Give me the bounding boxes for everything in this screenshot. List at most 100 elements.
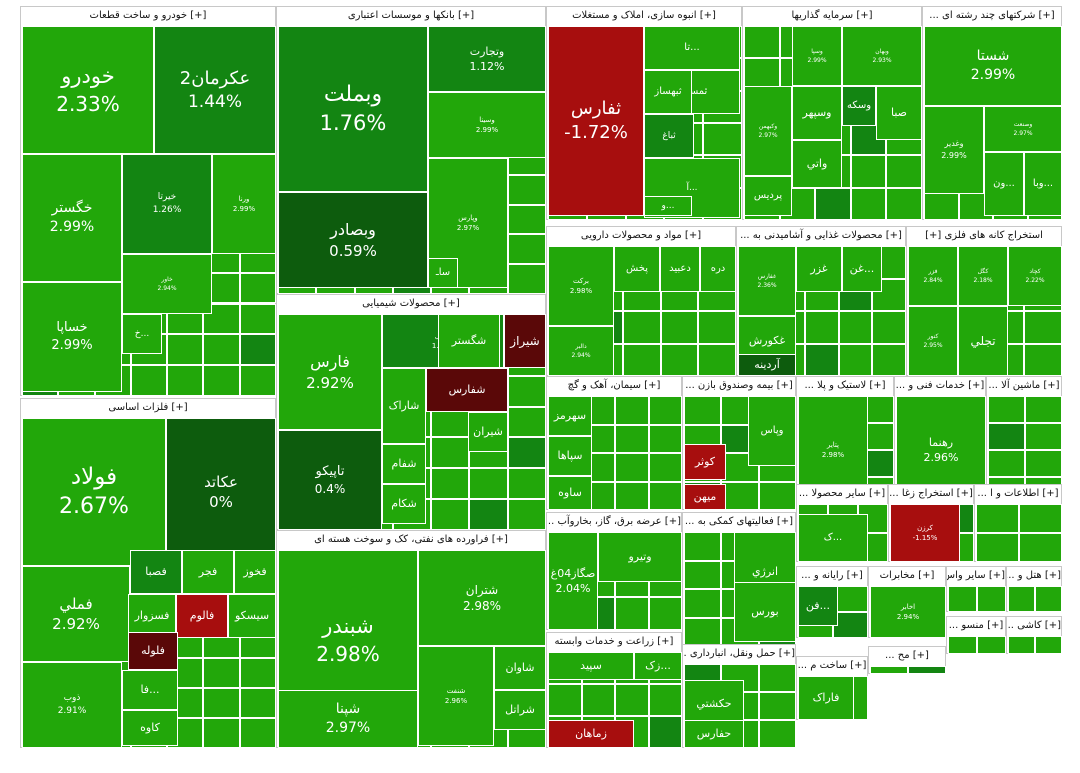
stock-tile[interactable]: وسینا 2.99% <box>428 92 546 158</box>
minor-stock-cell[interactable] <box>203 658 240 688</box>
stock-tile[interactable]: دره <box>700 246 736 292</box>
stock-tile[interactable]: کچاد 2.22% <box>1008 246 1062 306</box>
sector-16[interactable]: [+] عرضه برق، گاز، بخاروآب ... وتیرو صگاز0… <box>546 512 682 630</box>
stock-tile[interactable]: تجلي <box>958 306 1008 376</box>
minor-stock-cell[interactable] <box>239 334 276 366</box>
minor-stock-cell[interactable] <box>698 311 736 344</box>
stock-tile[interactable]: صبا <box>876 86 922 140</box>
minor-stock-cell[interactable] <box>507 174 546 205</box>
sector-title[interactable]: [+] لاستیک و پلا ... <box>797 377 893 395</box>
sector-title[interactable]: [+] ساخت م ... <box>797 657 867 675</box>
minor-stock-cell[interactable] <box>850 155 887 188</box>
minor-stock-cell[interactable] <box>1008 586 1035 612</box>
stock-tile[interactable]: خگستر 2.99% <box>22 154 122 282</box>
sector-12[interactable]: [+] بیمه وصندوق بازن ... وپاس کوثر میهن <box>682 376 796 510</box>
minor-stock-cell[interactable] <box>130 365 168 396</box>
minor-stock-cell[interactable] <box>1025 450 1062 477</box>
stock-tile[interactable]: شیران <box>468 412 508 452</box>
stock-tile[interactable]: شستا 2.99% <box>924 26 1062 106</box>
stock-tile[interactable]: ذوب 2.91% <box>22 662 122 748</box>
minor-stock-cell[interactable] <box>988 396 1025 423</box>
stock-tile[interactable]: ساوه <box>548 476 592 510</box>
minor-stock-cell[interactable] <box>660 311 699 344</box>
minor-stock-cell[interactable] <box>431 468 470 500</box>
minor-stock-cell[interactable] <box>988 450 1025 477</box>
sector-5[interactable]: [+] مواد و محصولات دارویی برکت 2.98% پخش دعب… <box>546 226 736 376</box>
minor-stock-cell[interactable] <box>648 481 682 510</box>
stock-tile[interactable]: کاوه <box>122 710 178 746</box>
stock-tile[interactable]: برکت 2.98% <box>548 246 614 326</box>
stock-tile[interactable]: تاپیکو 0.4% <box>278 430 382 530</box>
minor-stock-cell[interactable] <box>507 204 546 235</box>
stock-tile[interactable]: خودرو 2.33% <box>22 26 154 154</box>
sector-4[interactable]: [+] شرکتهای چند رشته ای ... شستا 2.99% وغدی… <box>922 6 1062 220</box>
minor-stock-cell[interactable] <box>744 58 780 91</box>
minor-stock-cell[interactable] <box>431 437 470 469</box>
minor-stock-cell[interactable] <box>1025 423 1062 450</box>
stock-tile[interactable]: سپاها <box>548 436 592 476</box>
sector-title[interactable]: [+] سیمان، آهک و گچ <box>547 377 681 395</box>
stock-tile[interactable]: خ... <box>122 314 162 354</box>
stock-tile[interactable]: صگاز04غ 2.04% <box>548 532 598 630</box>
minor-stock-cell[interactable] <box>648 684 682 716</box>
minor-stock-cell[interactable] <box>744 26 780 59</box>
sector-0[interactable]: [+] خودرو و ساخت قطعات خودرو 2.33% عکرمان2 1… <box>20 6 276 396</box>
minor-stock-cell[interactable] <box>948 586 977 612</box>
minor-stock-cell[interactable] <box>507 499 546 530</box>
minor-stock-cell[interactable] <box>684 560 722 589</box>
minor-stock-cell[interactable] <box>684 396 722 425</box>
sector-17[interactable]: [+] فعالیتهای کمکی به ... انرژي بورس <box>682 512 796 646</box>
minor-stock-cell[interactable] <box>469 468 508 500</box>
sector-1[interactable]: [+] بانکها و موسسات اعتباری وبملت 1.76% وتج… <box>276 6 546 294</box>
sector-title[interactable]: [+] منسو ... <box>947 617 1005 635</box>
minor-stock-cell[interactable] <box>507 468 546 500</box>
minor-stock-cell[interactable] <box>1025 396 1062 423</box>
sector-30[interactable]: [+] مح ... <box>868 646 946 674</box>
stock-tile[interactable]: خاور 2.94% <box>122 254 212 314</box>
stock-tile[interactable]: شپنا 2.97% <box>278 690 418 748</box>
sector-title[interactable]: [+] انبوه سازی، املاک و مستغلات <box>547 7 741 25</box>
stock-tile[interactable]: سهرمز <box>548 396 592 436</box>
stock-tile[interactable]: وغدیر 2.99% <box>924 106 984 194</box>
stock-tile[interactable]: وبا... <box>1024 152 1062 216</box>
minor-stock-cell[interactable] <box>615 424 649 453</box>
stock-tile[interactable]: شراتل <box>494 690 546 730</box>
minor-stock-cell[interactable] <box>203 365 240 396</box>
sector-title[interactable]: [+] ماشین آلا ... <box>987 377 1061 395</box>
sector-9[interactable]: [+] محصولات شیمیاییفارس2.92%پترول1.36%شگ… <box>276 294 546 530</box>
minor-stock-cell[interactable] <box>908 666 946 674</box>
stock-tile[interactable]: زک... <box>634 652 682 680</box>
stock-tile[interactable]: واتي <box>792 140 842 188</box>
stock-tile[interactable]: فولاد 2.67% <box>22 418 166 566</box>
stock-tile[interactable]: عکرمان2 1.44% <box>154 26 276 154</box>
stock-tile[interactable]: آ... <box>644 158 740 218</box>
minor-stock-cell[interactable] <box>239 365 276 396</box>
minor-stock-cell[interactable] <box>615 481 649 510</box>
minor-stock-cell[interactable] <box>948 636 977 654</box>
minor-stock-cell[interactable] <box>203 718 240 748</box>
stock-tile[interactable]: وپاس <box>748 396 796 466</box>
minor-stock-cell[interactable] <box>815 187 851 220</box>
stock-tile[interactable]: فالوم <box>176 594 228 638</box>
sector-10[interactable]: [+] فراورده های نفتی، کک و سوخت هسته ای ش… <box>276 530 546 748</box>
minor-stock-cell[interactable] <box>548 684 582 716</box>
stock-tile[interactable]: خیرتا 1.26% <box>122 154 212 254</box>
minor-stock-cell[interactable] <box>805 311 839 344</box>
stock-tile[interactable]: حفارس <box>684 720 744 748</box>
stock-tile[interactable]: میهن <box>684 484 726 510</box>
minor-stock-cell[interactable] <box>698 343 736 376</box>
minor-stock-cell[interactable] <box>507 437 546 469</box>
sector-6[interactable]: [+] محصولات غذایی و آشامیدنی به ... غفارس… <box>736 226 906 376</box>
sector-title[interactable]: [+] بیمه وصندوق بازن ... <box>683 377 795 395</box>
minor-stock-cell[interactable] <box>167 334 204 366</box>
stock-tile[interactable]: عکاتد 0% <box>166 418 276 566</box>
stock-tile[interactable]: فملي 2.92% <box>22 566 130 662</box>
sector-title[interactable]: [+] مح ... <box>869 647 945 665</box>
sector-title[interactable]: [+] حمل ونقل، انبارداری ... <box>683 645 795 663</box>
stock-tile[interactable]: وبملت 1.76% <box>278 26 428 192</box>
sector-29[interactable]: [+] کاشی ... <box>1006 616 1062 654</box>
sector-title[interactable]: [+] سایر محصولا ... <box>797 485 887 503</box>
stock-tile[interactable]: غفارس 2.36% <box>738 246 796 316</box>
stock-tile[interactable]: و... <box>644 196 692 216</box>
sector-title[interactable]: [+] رایانه و ... <box>797 567 867 585</box>
